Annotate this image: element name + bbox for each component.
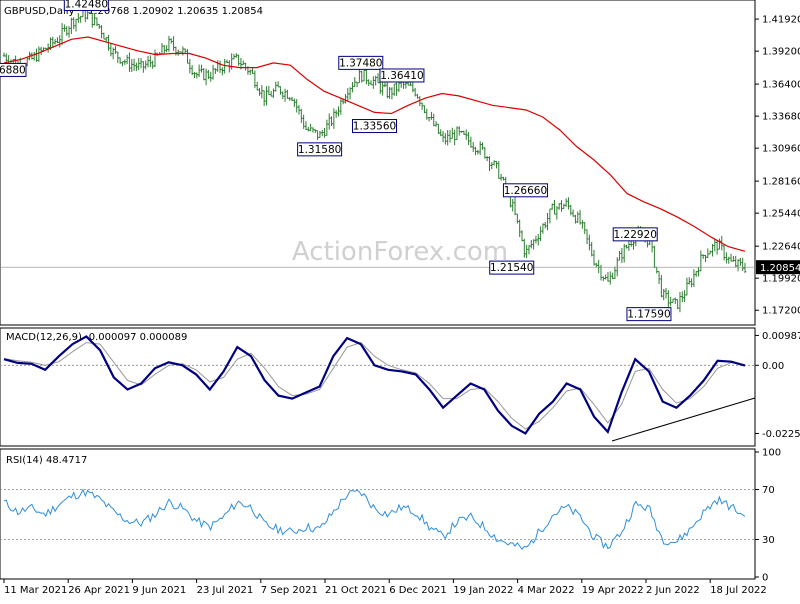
price-panel-title: GBPUSD,Daily: [4, 6, 75, 17]
date-tick-label: 19 Apr 2022: [582, 585, 644, 596]
svg-text:1.17590: 1.17590: [627, 309, 670, 321]
svg-text:1.31580: 1.31580: [298, 144, 341, 156]
current-price-badge: [756, 260, 800, 275]
svg-text:1.33560: 1.33560: [353, 121, 396, 133]
price-tick-label: 1.39200: [762, 47, 800, 58]
price-annotation: 1.31580: [297, 142, 343, 157]
price-tick-label: 1.25440: [762, 209, 800, 220]
price-annotation: 1.21540: [489, 260, 535, 275]
date-axis: 11 Mar 2021 26 Apr 2021 9 Jun 2021 23 Jul 2…: [3, 579, 767, 596]
svg-text:1.42480: 1.42480: [65, 0, 108, 10]
price-annotation: 1.42480: [63, 0, 109, 11]
rsi-line: [3, 488, 746, 551]
macd-panel-title: MACD(12,26,9) -0.000097 0.000089: [6, 332, 187, 343]
price-annotation: 1.26660: [502, 183, 548, 198]
moving-average-line: [3, 36, 746, 252]
rsi-axis: 100 70 30 0: [755, 448, 781, 584]
macd-trendline: [611, 397, 756, 442]
price-tick-label: 1.19920: [762, 274, 800, 285]
price-annotation: 1.17590: [626, 307, 672, 322]
date-tick-label: 9 Jun 2021: [132, 585, 186, 596]
ohlc-readout: 1.20768 1.20902 1.20635 1.20854: [88, 6, 263, 17]
price-annotation: 1.33560: [352, 119, 397, 134]
rsi-tick-label: 70: [762, 485, 775, 496]
price-annotation: 1.36410: [379, 68, 425, 83]
price-tick-label: 1.22640: [762, 242, 800, 253]
svg-text:1.36880: 1.36880: [0, 64, 26, 76]
macd-signal-line: [3, 342, 746, 430]
svg-text:1.37480: 1.37480: [339, 57, 382, 69]
svg-text:1.22920: 1.22920: [614, 229, 657, 241]
rsi-tick-label: 0: [762, 573, 768, 584]
macd-tick-label: -0.022516: [762, 429, 800, 440]
price-annotation: 1.36880: [0, 62, 27, 77]
price-tick-label: 1.41920: [762, 15, 800, 26]
price-axis: 1.41920 1.39200 1.36400 1.33680 1.30960 1.281…: [755, 15, 800, 317]
date-tick-label: 2 Jun 2022: [646, 585, 700, 596]
date-tick-label: 11 Mar 2021: [4, 585, 67, 596]
svg-text:1.36410: 1.36410: [380, 70, 423, 82]
macd-main-line: [3, 335, 746, 435]
date-tick-label: 6 Dec 2021: [389, 585, 447, 596]
date-tick-label: 18 Jul 2022: [710, 585, 767, 596]
price-tick-label: 1.36400: [762, 80, 800, 91]
watermark: ActionForex.com: [292, 237, 508, 267]
price-tick-label: 1.33680: [762, 112, 800, 123]
rsi-tick-label: 100: [762, 448, 781, 459]
rsi-tick-label: 30: [762, 535, 775, 546]
macd-tick-label: 0.009872: [762, 331, 800, 342]
macd-tick-label: 0.00: [762, 361, 784, 372]
date-tick-label: 21 Oct 2021: [325, 585, 387, 596]
date-tick-label: 23 Jul 2021: [197, 585, 254, 596]
macd-axis: 0.009872 0.00 -0.022516: [755, 331, 800, 440]
price-tick-label: 1.30960: [762, 144, 800, 155]
current-price-label: 1.20854: [760, 263, 800, 274]
macd-panel: MACD(12,26,9) -0.000097 0.000089: [0, 327, 756, 447]
date-tick-label: 4 Mar 2022: [518, 585, 575, 596]
date-tick-label: 19 Jan 2022: [453, 585, 513, 596]
price-tick-label: 1.28160: [762, 177, 800, 188]
price-tick-label: 1.17200: [762, 306, 800, 317]
rsi-panel-title: RSI(14) 48.4717: [6, 455, 87, 466]
date-tick-label: 26 Apr 2021: [68, 585, 130, 596]
rsi-panel: RSI(14) 48.4717: [0, 448, 756, 580]
price-panel: ActionForex.com GBPUSD,Daily 1.20768 1.2…: [0, 0, 756, 326]
date-tick-label: 7 Sep 2021: [261, 585, 318, 596]
price-annotation: 1.22920: [612, 227, 658, 242]
svg-text:1.21540: 1.21540: [490, 262, 533, 274]
price-annotation: 1.37480: [338, 55, 384, 70]
svg-text:1.26660: 1.26660: [504, 185, 547, 197]
